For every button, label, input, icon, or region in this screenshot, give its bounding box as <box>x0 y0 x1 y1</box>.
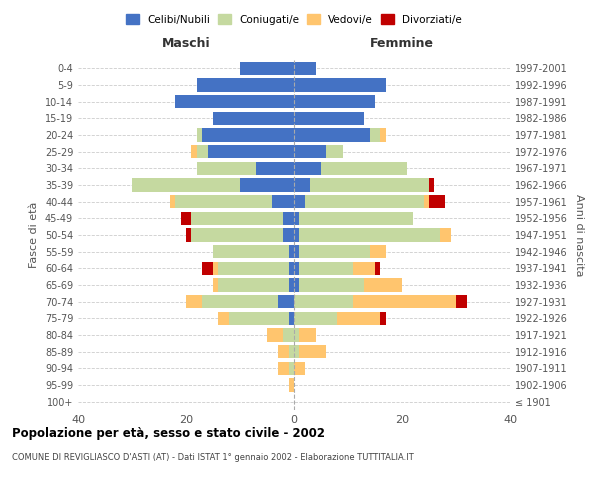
Bar <box>321 162 407 175</box>
Bar <box>294 112 364 125</box>
Bar <box>294 162 321 175</box>
Bar <box>299 245 370 258</box>
Bar <box>175 195 272 208</box>
Bar <box>294 145 326 158</box>
Bar <box>294 62 316 75</box>
Y-axis label: Fasce di età: Fasce di età <box>29 202 39 268</box>
Bar <box>229 312 289 325</box>
Bar <box>213 112 294 125</box>
Bar <box>175 95 294 108</box>
Bar <box>294 95 375 108</box>
Bar <box>326 145 343 158</box>
Bar <box>197 162 256 175</box>
Bar <box>289 378 294 392</box>
Text: COMUNE DI REVIGLIASCO D'ASTI (AT) - Dati ISTAT 1° gennaio 2002 - Elaborazione TU: COMUNE DI REVIGLIASCO D'ASTI (AT) - Dati… <box>12 452 414 462</box>
Bar <box>353 262 375 275</box>
Bar <box>294 312 337 325</box>
Bar <box>294 78 386 92</box>
Bar <box>337 312 380 325</box>
Bar <box>218 262 289 275</box>
Bar <box>380 128 386 141</box>
Bar <box>289 312 294 325</box>
Bar <box>299 328 316 342</box>
Bar <box>294 178 310 192</box>
Bar <box>294 212 299 225</box>
Bar <box>202 295 278 308</box>
Bar <box>294 128 370 141</box>
Bar <box>213 245 289 258</box>
Text: Femmine: Femmine <box>370 37 434 50</box>
Bar <box>289 362 294 375</box>
Bar <box>132 178 240 192</box>
Bar <box>283 212 294 225</box>
Bar <box>353 295 456 308</box>
Bar <box>299 228 440 241</box>
Bar <box>272 195 294 208</box>
Bar <box>424 195 429 208</box>
Bar <box>294 262 299 275</box>
Legend: Celibi/Nubili, Coniugati/e, Vedovi/e, Divorziati/e: Celibi/Nubili, Coniugati/e, Vedovi/e, Di… <box>122 10 466 29</box>
Bar <box>294 278 299 291</box>
Bar <box>278 295 294 308</box>
Bar <box>299 262 353 275</box>
Bar <box>429 178 434 192</box>
Bar <box>278 345 289 358</box>
Bar <box>283 228 294 241</box>
Bar <box>283 328 294 342</box>
Bar <box>364 278 402 291</box>
Bar <box>299 345 326 358</box>
Bar <box>440 228 451 241</box>
Bar <box>191 145 197 158</box>
Text: Popolazione per età, sesso e stato civile - 2002: Popolazione per età, sesso e stato civil… <box>12 428 325 440</box>
Bar <box>191 228 283 241</box>
Bar <box>370 245 386 258</box>
Bar <box>240 178 294 192</box>
Text: Maschi: Maschi <box>161 37 211 50</box>
Bar <box>240 62 294 75</box>
Bar <box>197 78 294 92</box>
Bar <box>294 328 299 342</box>
Bar <box>170 195 175 208</box>
Bar <box>289 278 294 291</box>
Bar <box>370 128 380 141</box>
Bar <box>294 195 305 208</box>
Bar <box>289 262 294 275</box>
Bar <box>294 362 305 375</box>
Bar <box>429 195 445 208</box>
Bar <box>197 128 202 141</box>
Bar <box>181 212 191 225</box>
Bar <box>213 262 218 275</box>
Bar <box>218 278 289 291</box>
Y-axis label: Anni di nascita: Anni di nascita <box>574 194 584 276</box>
Bar <box>294 345 299 358</box>
Bar <box>202 128 294 141</box>
Bar <box>375 262 380 275</box>
Bar <box>456 295 467 308</box>
Bar <box>294 295 353 308</box>
Bar <box>299 212 413 225</box>
Bar <box>278 362 289 375</box>
Bar <box>186 295 202 308</box>
Bar <box>299 278 364 291</box>
Bar <box>202 262 213 275</box>
Bar <box>310 178 429 192</box>
Bar <box>289 345 294 358</box>
Bar <box>267 328 283 342</box>
Bar <box>305 195 424 208</box>
Bar <box>186 228 191 241</box>
Bar <box>197 145 208 158</box>
Bar <box>294 228 299 241</box>
Bar <box>218 312 229 325</box>
Bar <box>289 245 294 258</box>
Bar <box>380 312 386 325</box>
Bar <box>191 212 283 225</box>
Bar <box>208 145 294 158</box>
Bar <box>256 162 294 175</box>
Bar <box>294 245 299 258</box>
Bar <box>213 278 218 291</box>
